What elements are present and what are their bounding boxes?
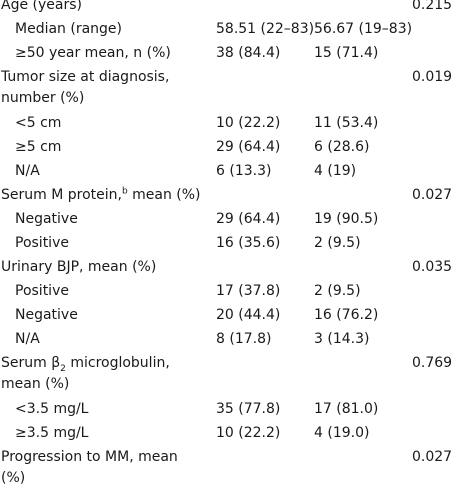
table-row: Median (range) 58.51 (22–83) 56.67 (19–8…: [0, 16, 474, 40]
group1-value: 29 (64.4): [216, 211, 281, 227]
table-row: ≥5 cm 29 (64.4) 6 (28.6): [0, 134, 474, 158]
table-row: Age (years) 0.215: [0, 0, 474, 16]
row-label: <5 cm: [15, 115, 62, 131]
group2-value: 6 (28.6): [314, 139, 370, 155]
group1-value: 10 (22.2): [216, 115, 281, 131]
row-label: N/A: [15, 163, 40, 179]
p-value: 0.027: [412, 449, 453, 465]
table-row: Progression to MM, mean (%) 0.027: [0, 444, 474, 490]
table-row: <5 cm 10 (22.2) 11 (53.4): [0, 110, 474, 134]
subscript: 2: [60, 363, 66, 374]
group1-value: 20 (44.4): [216, 307, 281, 323]
p-value: 0.019: [412, 69, 453, 85]
group1-value: 17 (37.8): [216, 283, 281, 299]
group2-value: 2 (9.5): [314, 235, 361, 251]
table-row: N/A 6 (13.3) 4 (19): [0, 158, 474, 182]
row-label: Median (range): [15, 21, 123, 37]
group1-value: 38 (84.4): [216, 45, 281, 61]
group1-value: 10 (22.2): [216, 425, 281, 441]
group1-value: 8 (17.8): [216, 331, 272, 347]
row-label: Serum M protein,b mean (%): [1, 186, 201, 203]
row-label: Progression to MM, mean (%): [1, 449, 178, 486]
table-row: Serum M protein,b mean (%) 0.027: [0, 182, 474, 206]
group2-value: 4 (19): [314, 163, 357, 179]
row-label: Negative: [15, 211, 78, 227]
group2-value: 16 (76.2): [314, 307, 379, 323]
table-row: Positive 17 (37.8) 2 (9.5): [0, 278, 474, 302]
group1-value: 16 (35.6): [216, 235, 281, 251]
group2-value: 17 (81.0): [314, 401, 379, 417]
row-label: Age (years): [1, 0, 82, 13]
row-label: <3.5 mg/L: [15, 401, 89, 417]
row-label: Tumor size at diagnosis, number (%): [1, 69, 170, 106]
p-value: 0.215: [412, 0, 453, 13]
p-value: 0.769: [412, 355, 453, 371]
row-label: Urinary BJP, mean (%): [1, 259, 157, 275]
row-label: ≥5 cm: [15, 139, 62, 155]
group1-value: 58.51 (22–83): [216, 21, 315, 37]
group2-value: 56.67 (19–83): [314, 21, 413, 37]
group1-value: 29 (64.4): [216, 139, 281, 155]
table-row: ≥3.5 mg/L 10 (22.2) 4 (19.0): [0, 420, 474, 444]
table-row: ≥50 year mean, n (%) 38 (84.4) 15 (71.4): [0, 40, 474, 64]
footnote-marker: b: [121, 186, 128, 197]
row-label: Negative: [15, 307, 78, 323]
group1-value: 6 (13.3): [216, 163, 272, 179]
group2-value: 19 (90.5): [314, 211, 379, 227]
table-row: Urinary BJP, mean (%) 0.035: [0, 254, 474, 278]
table-row: <3.5 mg/L 35 (77.8) 17 (81.0): [0, 396, 474, 420]
row-label: ≥50 year mean, n (%): [15, 45, 171, 61]
table-row: Positive 16 (35.6) 2 (9.5): [0, 230, 474, 254]
group2-value: 3 (14.3): [314, 331, 370, 347]
row-label: Positive: [15, 283, 69, 299]
row-label: Serum β2 microglobulin, mean (%): [1, 355, 170, 392]
group2-value: 2 (9.5): [314, 283, 361, 299]
p-value: 0.027: [412, 187, 453, 203]
table-row: Tumor size at diagnosis, number (%) 0.01…: [0, 64, 474, 110]
table-row: N/A 8 (17.8) 3 (14.3): [0, 326, 474, 350]
group1-value: 35 (77.8): [216, 401, 281, 417]
row-label: N/A: [15, 331, 40, 347]
row-label: ≥3.5 mg/L: [15, 425, 89, 441]
row-label: Positive: [15, 235, 69, 251]
table-row: Negative 20 (44.4) 16 (76.2): [0, 302, 474, 326]
group2-value: 4 (19.0): [314, 425, 370, 441]
table-row: Serum β2 microglobulin, mean (%) 0.769: [0, 350, 474, 396]
table-row: Negative 29 (64.4) 19 (90.5): [0, 206, 474, 230]
p-value: 0.035: [412, 259, 453, 275]
group2-value: 11 (53.4): [314, 115, 379, 131]
group2-value: 15 (71.4): [314, 45, 379, 61]
